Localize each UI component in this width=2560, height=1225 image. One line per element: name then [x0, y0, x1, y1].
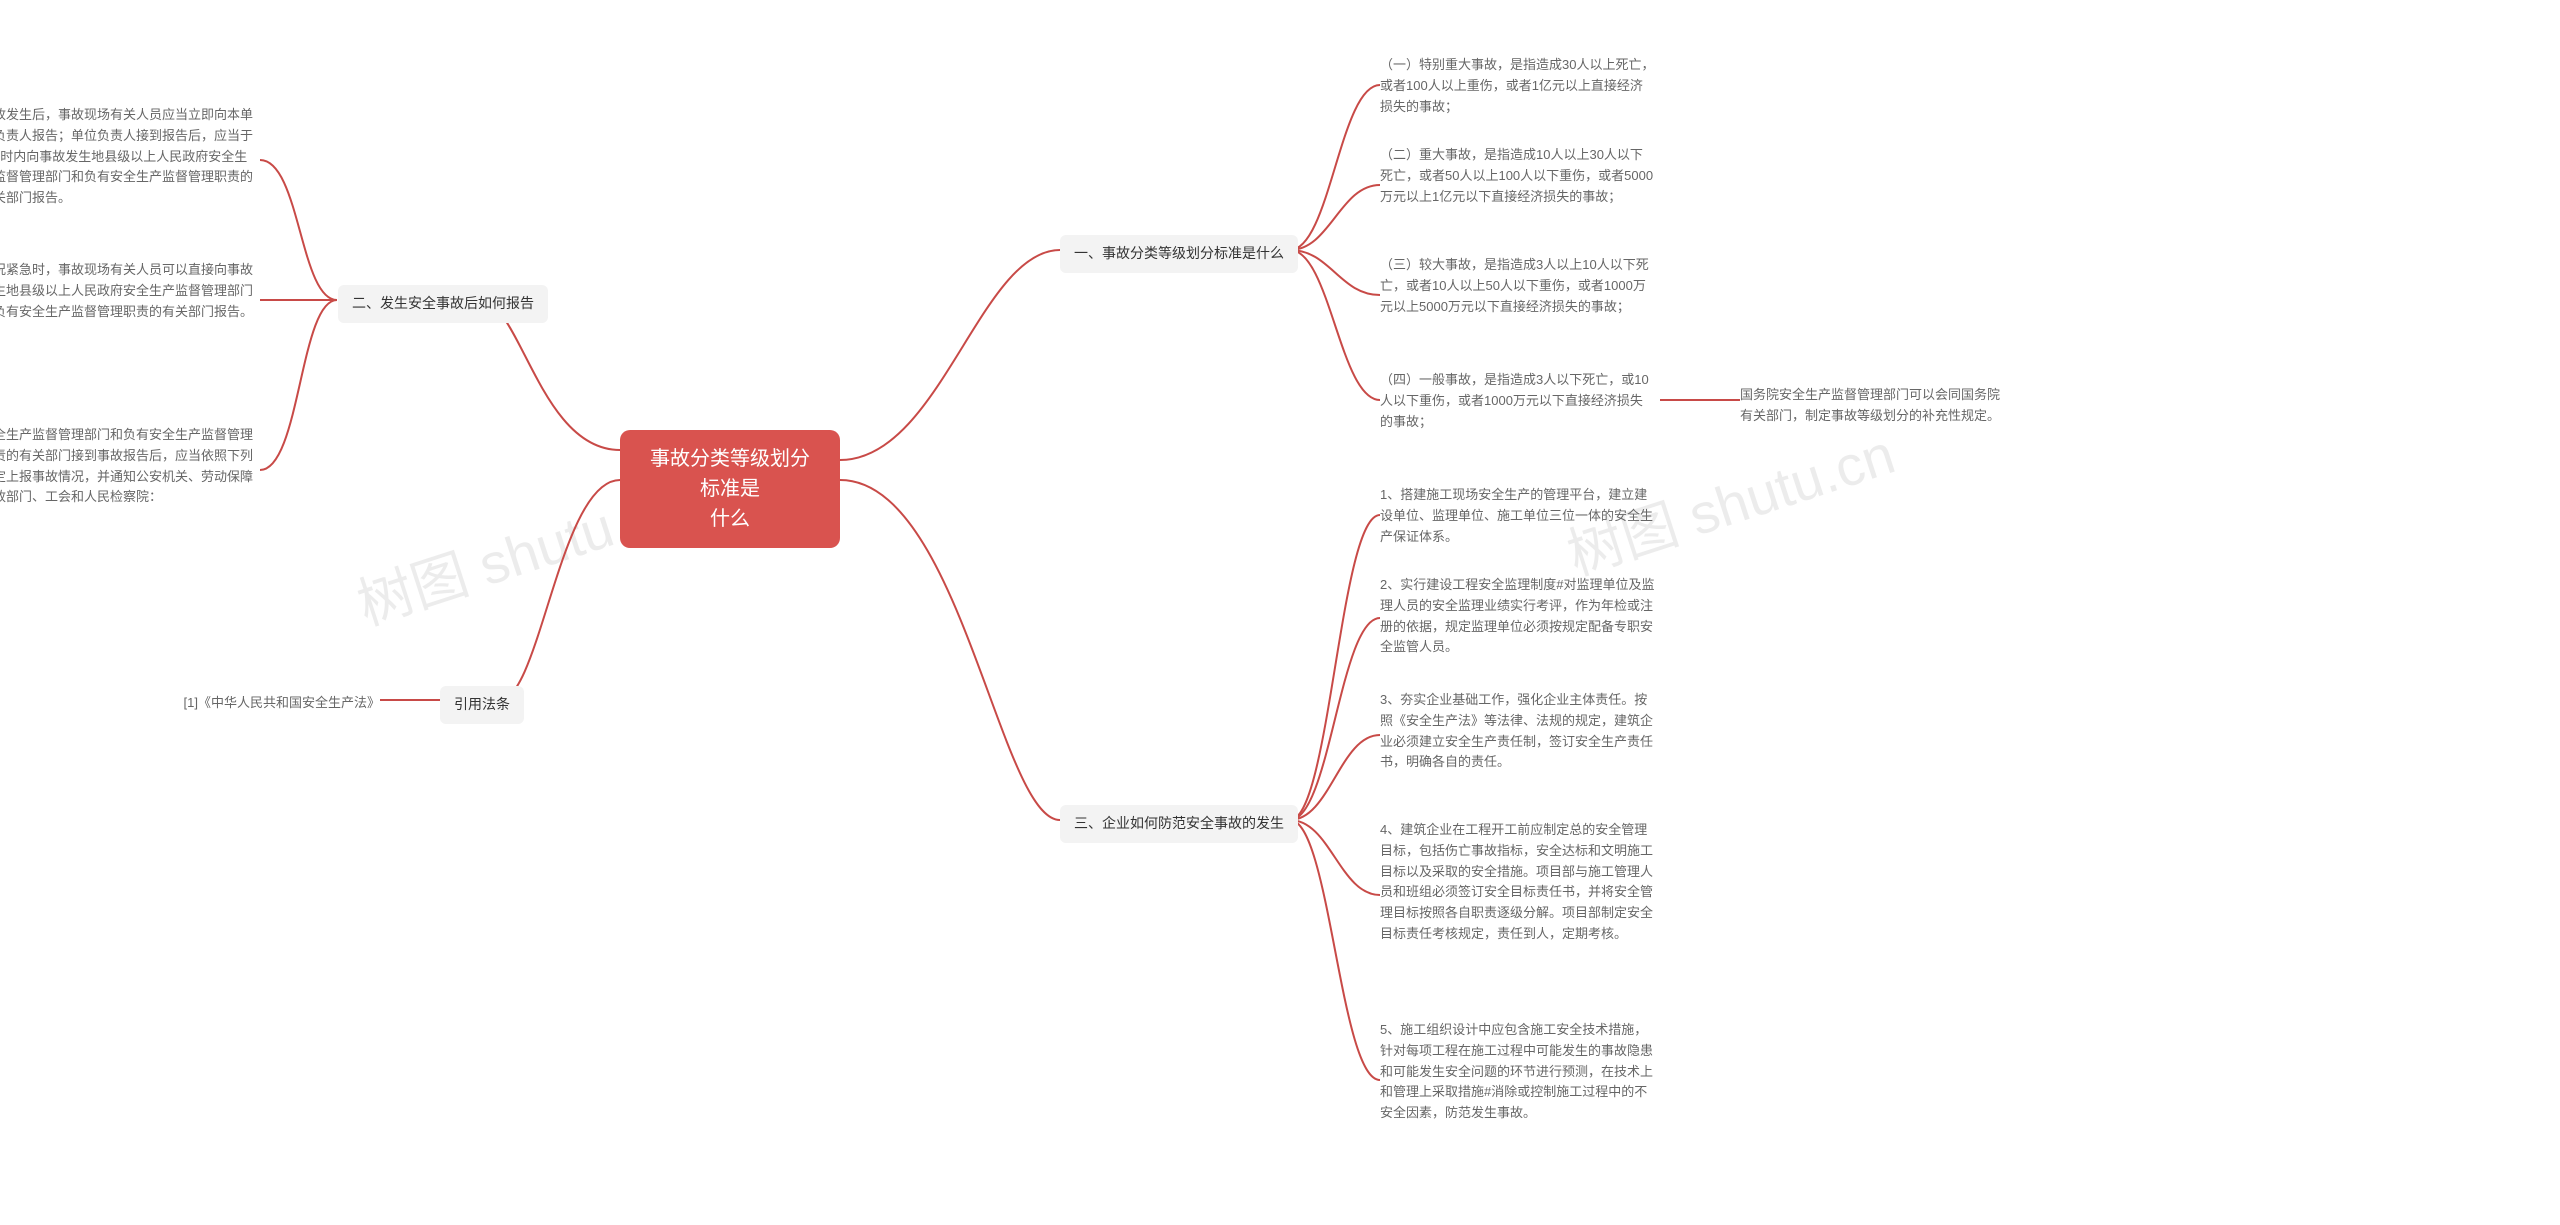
- leaf-very-major: （一）特别重大事故，是指造成30人以上死亡，或者100人以上重伤，或者1亿元以上…: [1380, 55, 1655, 117]
- root-line1: 事故分类等级划分标准是: [646, 444, 814, 504]
- branch-prevention[interactable]: 三、企业如何防范安全事故的发生: [1060, 805, 1298, 843]
- leaf-platform: 1、搭建施工现场安全生产的管理平台，建立建设单位、监理单位、施工单位三位一体的安…: [1380, 485, 1655, 547]
- leaf-design: 5、施工组织设计中应包含施工安全技术措施，针对每项工程在施工过程中可能发生的事故…: [1380, 1020, 1655, 1124]
- leaf-supervision: 2、实行建设工程安全监理制度#对监理单位及监理人员的安全监理业绩实行考评，作为年…: [1380, 575, 1655, 658]
- leaf-foundation: 3、夯实企业基础工作，强化企业主体责任。按照《安全生产法》等法律、法规的规定，建…: [1380, 690, 1655, 773]
- leaf-targets: 4、建筑企业在工程开工前应制定总的安全管理目标，包括伤亡事故指标，安全达标和文明…: [1380, 820, 1655, 945]
- leaf-major: （二）重大事故，是指造成10人以上30人以下死亡，或者50人以上100人以下重伤…: [1380, 145, 1655, 207]
- leaf-supplement: 国务院安全生产监督管理部门可以会同国务院有关部门，制定事故等级划分的补充性规定。: [1740, 385, 2000, 427]
- leaf-report-2: 情况紧急时，事故现场有关人员可以直接向事故发生地县级以上人民政府安全生产监督管理…: [0, 260, 260, 322]
- branch-report[interactable]: 二、发生安全事故后如何报告: [338, 285, 548, 323]
- leaf-general: （四）一般事故，是指造成3人以下死亡，或10人以下重伤，或者1000万元以下直接…: [1380, 370, 1655, 432]
- leaf-law-1: [1]《中华人民共和国安全生产法》: [180, 693, 380, 714]
- leaf-larger: （三）较大事故，是指造成3人以上10人以下死亡，或者10人以上50人以下重伤，或…: [1380, 255, 1655, 317]
- root-line2: 什么: [646, 504, 814, 534]
- root-node[interactable]: 事故分类等级划分标准是 什么: [620, 430, 840, 548]
- leaf-report-3: 安全生产监督管理部门和负有安全生产监督管理职责的有关部门接到事故报告后，应当依照…: [0, 425, 260, 508]
- branch-law[interactable]: 引用法条: [440, 686, 524, 724]
- leaf-report-1: 事故发生后，事故现场有关人员应当立即向本单位负责人报告；单位负责人接到报告后，应…: [0, 105, 260, 209]
- connector-layer: [0, 0, 2560, 1225]
- branch-classification-standard[interactable]: 一、事故分类等级划分标准是什么: [1060, 235, 1298, 273]
